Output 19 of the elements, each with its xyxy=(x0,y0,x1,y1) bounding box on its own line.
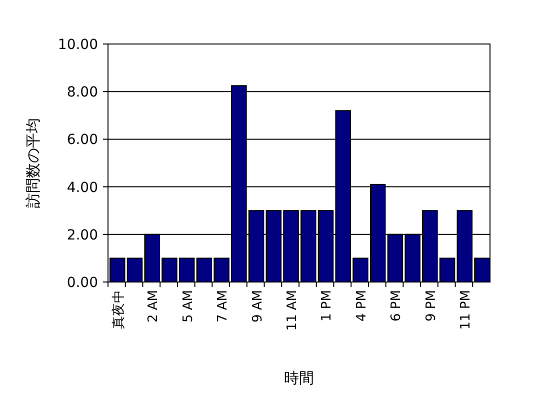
x-tick-label: 6 PM xyxy=(389,290,404,322)
x-tick-label: 真夜中 xyxy=(110,290,126,329)
x-tick-label: 9 AM xyxy=(250,290,266,323)
x-axis-title: 時間 xyxy=(284,369,314,387)
y-tick-label: 2.00 xyxy=(66,227,98,244)
x-tick-label: 1 PM xyxy=(320,290,335,322)
y-tick-label: 8.00 xyxy=(66,84,98,101)
x-tick-label: 4 PM xyxy=(354,290,370,322)
x-tick-label: 9 PM xyxy=(424,290,439,322)
x-tick-label: 7 AM xyxy=(216,290,231,323)
y-tick-label: 4.00 xyxy=(66,180,98,196)
y-tick-label: 10.00 xyxy=(58,37,98,53)
y-tick-label: 0.00 xyxy=(66,275,98,291)
x-tick-label: 2 AM xyxy=(146,290,162,323)
y-axis-title: 訪問数の平均 xyxy=(24,118,42,208)
y-tick-label: 6.00 xyxy=(66,132,98,148)
x-tick-label: 11 AM xyxy=(285,290,300,331)
x-tick-label: 5 AM xyxy=(180,290,196,323)
x-tick-label: 11 PM xyxy=(458,290,474,330)
